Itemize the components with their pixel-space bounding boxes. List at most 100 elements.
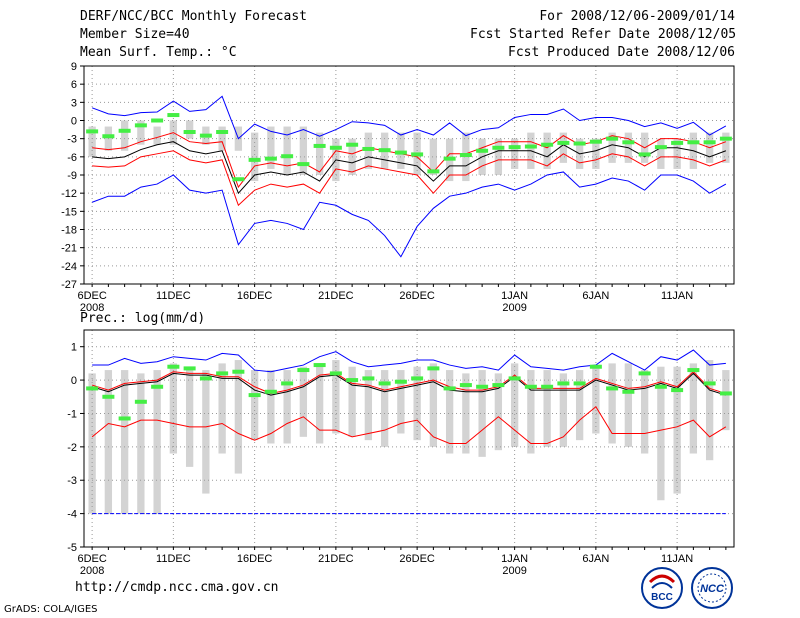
spread-bar xyxy=(137,373,145,514)
spread-bar xyxy=(445,370,454,454)
forecast-marker xyxy=(216,371,229,376)
forecast-marker xyxy=(232,177,245,182)
forecast-marker xyxy=(671,140,684,145)
series-line-min xyxy=(91,171,727,258)
ncc-logo-text: NCC xyxy=(700,583,725,595)
spread-bar xyxy=(299,366,308,437)
spread-bar xyxy=(657,138,665,169)
x-tick-label: 11JAN xyxy=(661,290,693,302)
spread-bar xyxy=(413,366,421,441)
variable-label: Mean Surf. Temp.: °C xyxy=(80,45,237,60)
series-line-mean xyxy=(91,372,727,396)
forecast-marker xyxy=(346,142,359,147)
x-tick-label: 1JAN xyxy=(501,290,528,302)
spread-bar xyxy=(608,132,616,163)
forecast-marker xyxy=(329,145,342,150)
forecast-marker xyxy=(102,134,115,139)
forecast-marker xyxy=(394,379,407,384)
forecast-marker xyxy=(151,384,164,389)
x-tick-label: 26DEC xyxy=(399,553,435,565)
forecast-marker xyxy=(459,383,472,388)
forecast-marker xyxy=(622,389,635,394)
forecast-marker xyxy=(654,145,667,150)
forecast-marker xyxy=(687,368,700,373)
spread-bar xyxy=(429,138,438,175)
forecast-marker xyxy=(541,142,554,147)
x-tick-label: 16DEC xyxy=(237,290,273,302)
spread-bar xyxy=(250,132,259,182)
spread-bar xyxy=(510,363,519,447)
forecast-marker xyxy=(199,376,212,381)
forecast-marker xyxy=(183,366,196,371)
x-tick-label: 6JAN xyxy=(582,553,609,565)
forecast-marker xyxy=(508,376,521,381)
spread-bar xyxy=(185,366,194,467)
y-tick-label: 1 xyxy=(71,342,77,354)
spread-bar xyxy=(364,370,373,441)
y-tick-label: -6 xyxy=(67,152,77,164)
forecast-marker xyxy=(524,384,537,389)
forecast-marker xyxy=(264,156,277,161)
forecast-marker xyxy=(151,118,164,123)
forecast-marker xyxy=(541,384,554,389)
x-tick-label: 21DEC xyxy=(318,553,354,565)
spread-bar xyxy=(494,138,503,175)
x-tick-label: 11DEC xyxy=(156,553,191,565)
forecast-marker xyxy=(589,139,602,144)
header-left: DERF/NCC/BCC Monthly Forecast Member Siz… xyxy=(80,8,307,62)
forecast-marker xyxy=(606,136,619,141)
panel-title: Prec.: log(mm/d) xyxy=(80,311,205,326)
spread-bar xyxy=(380,370,389,447)
spread-bar xyxy=(120,120,129,151)
spread-bar xyxy=(153,126,161,145)
forecast-marker xyxy=(378,381,391,386)
y-tick-label: 9 xyxy=(71,61,77,73)
spread-bar xyxy=(397,370,405,434)
series-line-mean xyxy=(92,141,727,195)
spread-bar xyxy=(478,370,486,457)
header-right: For 2008/12/06-2009/01/14 Fcst Started R… xyxy=(470,8,736,62)
forecast-marker xyxy=(297,368,310,373)
spread-bar xyxy=(592,138,600,169)
spread-bar xyxy=(88,373,96,514)
spread-bar xyxy=(689,363,698,454)
y-tick-label: -15 xyxy=(61,206,77,218)
y-tick-label: 6 xyxy=(71,79,77,91)
forecast-marker xyxy=(329,371,342,376)
forecast-marker xyxy=(492,145,505,150)
spread-bar xyxy=(299,126,308,175)
y-tick-label: -18 xyxy=(61,225,77,237)
forecast-marker xyxy=(589,364,602,369)
forecast-marker xyxy=(346,378,359,383)
forecast-marker xyxy=(443,386,456,391)
spread-bar xyxy=(283,370,291,444)
x-tick-label: 16DEC xyxy=(237,553,273,565)
spread-bar xyxy=(494,373,503,451)
forecast-marker xyxy=(216,130,229,135)
y-tick-label: -3 xyxy=(67,134,77,146)
forecast-marker xyxy=(199,133,212,138)
forecast-marker xyxy=(362,376,375,381)
series-line-lower xyxy=(92,150,727,207)
forecast-marker xyxy=(638,371,651,376)
plot-frame xyxy=(83,329,735,548)
spread-bar xyxy=(527,370,535,454)
series-line-upper xyxy=(91,371,727,394)
x-tick-label: 6DEC xyxy=(77,290,106,302)
forecast-marker xyxy=(703,140,716,145)
forecast-marker xyxy=(719,136,732,141)
spread-bar xyxy=(267,126,275,169)
x-tick-label: 11DEC xyxy=(156,290,191,302)
forecast-period: For 2008/12/06-2009/01/14 xyxy=(539,9,735,24)
forecast-marker xyxy=(394,150,407,155)
spread-bar xyxy=(429,363,438,447)
series-line-max xyxy=(92,349,726,373)
spread-bar xyxy=(575,370,584,441)
spread-bar xyxy=(722,132,730,163)
forecast-marker xyxy=(118,128,131,133)
y-tick-label: -1 xyxy=(67,408,77,420)
fcst-produced-date: Fcst Produced Date 2008/12/06 xyxy=(508,45,735,60)
spread-bar xyxy=(348,366,356,437)
source-url[interactable]: http://cmdp.ncc.cma.gov.cn xyxy=(75,580,279,595)
